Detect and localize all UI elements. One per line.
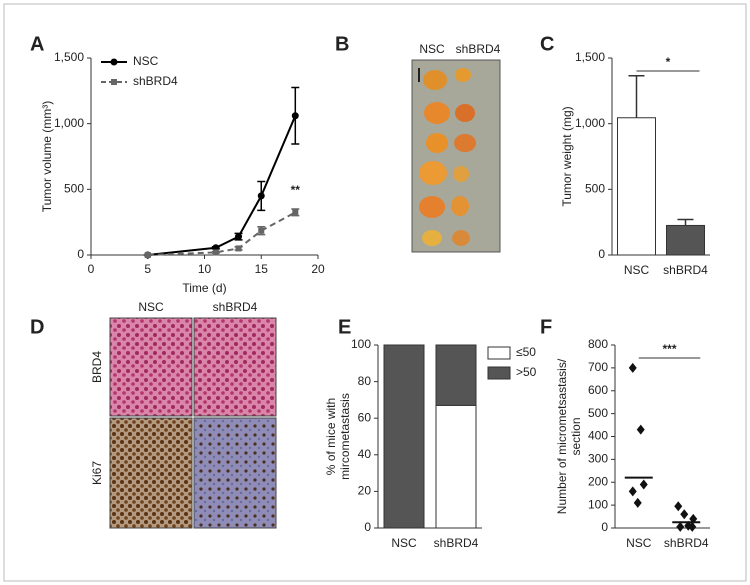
- y-tick-label: 1,500: [54, 50, 84, 64]
- y-tick-label: 60: [358, 410, 372, 424]
- column-label: shBRD4: [456, 42, 501, 56]
- y-tick-label: 0: [77, 247, 84, 261]
- annotation: **: [291, 183, 301, 197]
- panel-label: D: [30, 316, 44, 338]
- y-tick-label: 500: [64, 182, 84, 196]
- point: [628, 486, 637, 497]
- legend-swatch: [487, 346, 511, 360]
- y-tick-label: 1,000: [54, 116, 84, 130]
- x-tick-label: shBRD4: [434, 536, 479, 550]
- y-axis-label: section: [569, 417, 583, 455]
- y-tick-label: 1,500: [575, 50, 605, 64]
- point: [680, 509, 689, 520]
- y-tick-label: 700: [588, 360, 608, 374]
- marker: [144, 252, 151, 258]
- point: [688, 521, 697, 532]
- annotation: *: [666, 55, 671, 69]
- y-tick-label: 300: [588, 452, 608, 466]
- marker: [257, 192, 265, 200]
- legend-marker: [110, 58, 118, 66]
- legend-marker: [111, 79, 117, 85]
- y-tick-label: 500: [588, 406, 608, 420]
- point: [639, 479, 648, 490]
- row-label: Ki67: [90, 461, 104, 485]
- x-tick-label: 20: [311, 262, 325, 276]
- marker: [292, 209, 299, 216]
- marker: [235, 233, 243, 241]
- y-tick-label: 100: [588, 497, 608, 511]
- y-tick-label: 0: [598, 247, 605, 261]
- y-tick-label: 800: [588, 337, 608, 351]
- point: [633, 497, 642, 508]
- ihc-images: [109, 317, 277, 529]
- x-tick-label: 0: [88, 262, 95, 276]
- marker: [258, 227, 265, 234]
- point: [676, 521, 685, 532]
- legend-label: >50: [516, 365, 537, 379]
- marker: [291, 112, 299, 120]
- column-label: shBRD4: [213, 300, 258, 314]
- y-tick-label: 500: [585, 182, 605, 196]
- panel-label: F: [540, 316, 552, 338]
- x-tick-label: shBRD4: [664, 536, 709, 550]
- marker: [212, 249, 219, 256]
- x-axis-label: Time (d): [182, 281, 226, 295]
- legend-label: shBRD4: [133, 74, 178, 88]
- point: [628, 362, 637, 373]
- y-axis-label: % of mice with: [324, 398, 338, 475]
- legend-swatch: [487, 366, 511, 380]
- y-tick-label: 20: [358, 484, 372, 498]
- x-tick-label: NSC: [626, 536, 652, 550]
- y-tick-label: 0: [601, 520, 608, 534]
- panel-label: E: [338, 316, 351, 338]
- bar: [617, 117, 656, 256]
- point: [674, 501, 683, 512]
- error-bar: [628, 74, 645, 118]
- point: [636, 424, 645, 435]
- y-tick-label: 80: [358, 374, 372, 388]
- annotation: ***: [662, 342, 676, 356]
- x-tick-label: NSC: [624, 263, 650, 277]
- y-tick-label: 200: [588, 474, 608, 488]
- y-tick-label: 600: [588, 383, 608, 397]
- y-tick-label: 400: [588, 429, 608, 443]
- y-tick-label: 0: [364, 520, 371, 534]
- row-label: BRD4: [90, 351, 104, 383]
- column-label: NSC: [138, 300, 164, 314]
- y-axis-label: mircometastasis: [338, 393, 352, 480]
- y-tick-label: 40: [358, 447, 372, 461]
- tumor-photo: [411, 59, 501, 253]
- x-tick-label: shBRD4: [663, 263, 708, 277]
- bar: [666, 224, 705, 256]
- bar-segment: [383, 344, 425, 529]
- panel-label: B: [335, 33, 349, 55]
- bar-segment: [435, 404, 477, 529]
- y-axis-label: Number of micrometsastasis/: [555, 358, 569, 514]
- y-axis-label: Tumor volume (mm³): [40, 101, 54, 213]
- x-tick-label: NSC: [391, 536, 417, 550]
- y-axis-label: Tumor weight (mg): [560, 106, 574, 206]
- x-tick-label: 5: [144, 262, 151, 276]
- y-tick-label: 100: [351, 337, 371, 351]
- error-bar: [677, 218, 694, 226]
- marker: [235, 245, 242, 252]
- legend-label: ≤50: [516, 345, 536, 359]
- column-label: NSC: [419, 42, 445, 56]
- bar-segment: [435, 344, 477, 406]
- y-tick-label: 1,000: [575, 116, 605, 130]
- panel-label: A: [30, 33, 44, 55]
- x-tick-label: 15: [255, 262, 269, 276]
- x-tick-label: 10: [198, 262, 212, 276]
- panel-label: C: [540, 33, 554, 55]
- legend-label: NSC: [133, 54, 159, 68]
